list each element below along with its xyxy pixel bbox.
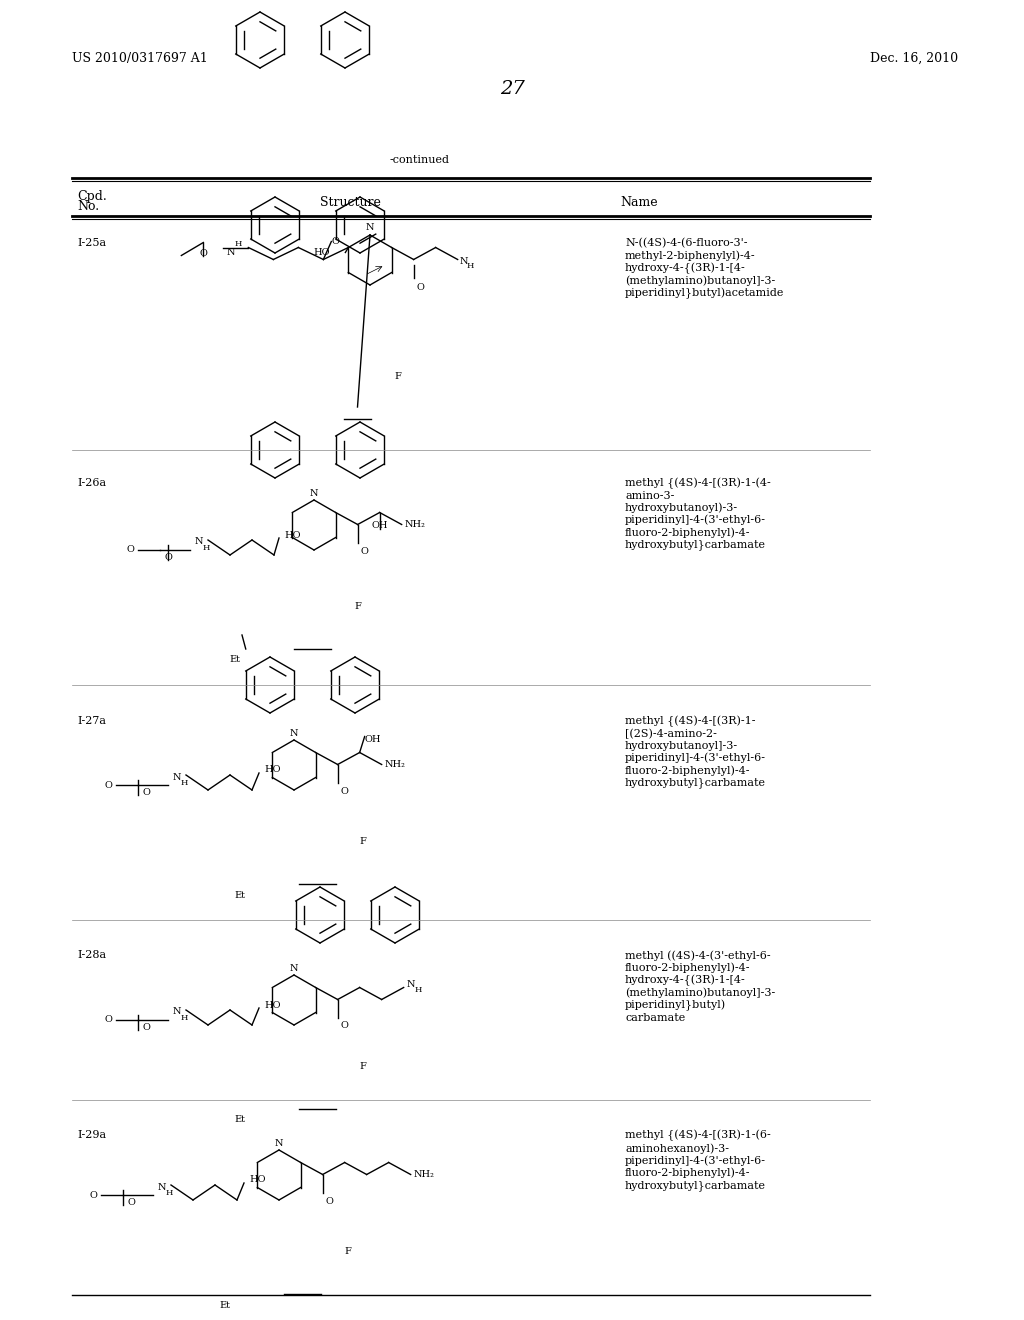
Text: methyl {(4S)-4-[(3R)-1-(4-
amino-3-
hydroxybutanoyl)-3-
piperidinyl]-4-(3'-ethyl: methyl {(4S)-4-[(3R)-1-(4- amino-3- hydr… — [625, 478, 771, 550]
Text: No.: No. — [77, 201, 99, 213]
Text: H: H — [166, 1189, 173, 1197]
Text: methyl ((4S)-4-(3'-ethyl-6-
fluoro-2-biphenylyl)-4-
hydroxy-4-{(3R)-1-[4-
(methy: methyl ((4S)-4-(3'-ethyl-6- fluoro-2-bip… — [625, 950, 775, 1023]
Text: O: O — [104, 1015, 112, 1024]
Text: N: N — [366, 223, 374, 232]
Text: N: N — [173, 772, 181, 781]
Text: F: F — [394, 372, 401, 381]
Text: H: H — [181, 779, 188, 787]
Text: O: O — [127, 1199, 135, 1206]
Text: Et: Et — [219, 1300, 230, 1309]
Text: -continued: -continued — [390, 154, 450, 165]
Text: O: O — [360, 546, 369, 556]
Text: F: F — [354, 602, 361, 611]
Text: O: O — [104, 780, 112, 789]
Text: Et: Et — [229, 656, 241, 664]
Text: H: H — [467, 261, 474, 269]
Text: N: N — [290, 729, 298, 738]
Text: methyl {(4S)-4-[(3R)-1-(6-
aminohexanoyl)-3-
piperidinyl]-4-(3'-ethyl-6-
fluoro-: methyl {(4S)-4-[(3R)-1-(6- aminohexanoyl… — [625, 1130, 771, 1191]
Text: H: H — [234, 240, 242, 248]
Text: Et: Et — [234, 1115, 246, 1125]
Text: N: N — [407, 979, 415, 989]
Text: I-27a: I-27a — [77, 715, 106, 726]
Text: O: O — [332, 238, 339, 247]
Text: O: O — [341, 1022, 348, 1031]
Text: O: O — [142, 1023, 150, 1032]
Text: F: F — [344, 1247, 351, 1257]
Text: H: H — [181, 1014, 188, 1022]
Text: NH₂: NH₂ — [414, 1170, 434, 1179]
Text: I-25a: I-25a — [77, 238, 106, 248]
Text: O: O — [326, 1196, 334, 1205]
Text: Dec. 16, 2010: Dec. 16, 2010 — [870, 51, 958, 65]
Text: N: N — [274, 1139, 284, 1148]
Text: F: F — [359, 1063, 367, 1071]
Text: NH₂: NH₂ — [385, 760, 406, 770]
Text: I-28a: I-28a — [77, 950, 106, 960]
Text: 27: 27 — [500, 81, 524, 98]
Text: OH: OH — [372, 521, 388, 531]
Text: H: H — [415, 986, 422, 994]
Text: HO: HO — [249, 1176, 265, 1184]
Text: O: O — [126, 545, 134, 554]
Text: N: N — [226, 248, 234, 257]
Text: N: N — [290, 964, 298, 973]
Text: Name: Name — [620, 195, 657, 209]
Text: HO: HO — [264, 1001, 281, 1010]
Text: NH₂: NH₂ — [404, 520, 426, 529]
Text: N: N — [158, 1183, 167, 1192]
Text: F: F — [359, 837, 367, 846]
Text: Structure: Structure — [319, 195, 381, 209]
Text: US 2010/0317697 A1: US 2010/0317697 A1 — [72, 51, 208, 65]
Text: OH: OH — [365, 734, 381, 743]
Text: O: O — [164, 553, 172, 562]
Text: N-((4S)-4-(6-fluoro-3'-
methyl-2-biphenylyl)-4-
hydroxy-4-{(3R)-1-[4-
(methylami: N-((4S)-4-(6-fluoro-3'- methyl-2-bipheny… — [625, 238, 784, 298]
Text: methyl {(4S)-4-[(3R)-1-
[(2S)-4-amino-2-
hydroxybutanoyl]-3-
piperidinyl]-4-(3'-: methyl {(4S)-4-[(3R)-1- [(2S)-4-amino-2-… — [625, 715, 766, 788]
Text: O: O — [417, 282, 425, 292]
Text: I-29a: I-29a — [77, 1130, 106, 1140]
Text: O: O — [89, 1191, 97, 1200]
Text: I-26a: I-26a — [77, 478, 106, 488]
Text: O: O — [142, 788, 150, 797]
Text: HO: HO — [264, 766, 281, 775]
Text: Cpd.: Cpd. — [77, 190, 106, 203]
Text: O: O — [341, 787, 348, 796]
Text: HO: HO — [284, 531, 300, 540]
Text: HO: HO — [313, 248, 331, 257]
Text: Et: Et — [234, 891, 246, 899]
Text: N: N — [460, 256, 468, 265]
Text: N: N — [195, 537, 204, 546]
Text: O: O — [200, 248, 207, 257]
Text: N: N — [173, 1007, 181, 1016]
Text: N: N — [309, 488, 318, 498]
Text: H: H — [203, 544, 210, 552]
